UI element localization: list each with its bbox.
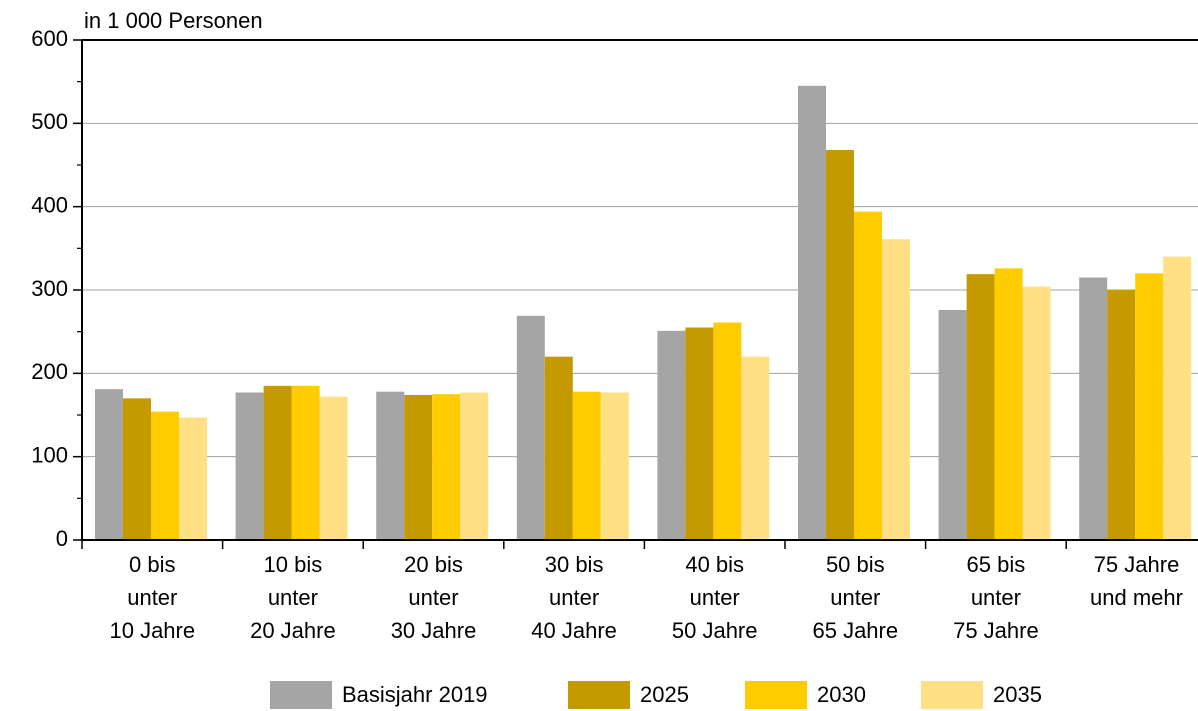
legend-swatch (745, 681, 807, 709)
y-tick-label: 0 (56, 526, 68, 551)
x-tick-label: 10 bis unter 20 Jahre (250, 552, 336, 643)
legend-label: 2035 (993, 682, 1042, 707)
chart-title: in 1 000 Personen (84, 8, 263, 33)
bar (1079, 277, 1108, 540)
legend-label: 2025 (640, 682, 689, 707)
bar (713, 322, 742, 540)
bar (854, 211, 882, 540)
bar (235, 392, 264, 540)
x-tick-label: 0 bis unter 10 Jahre (109, 552, 196, 643)
x-tick-label: 30 bis unter 40 Jahre (531, 552, 617, 643)
bar (263, 385, 292, 540)
bar (572, 391, 601, 540)
bar (516, 315, 545, 540)
bar (544, 356, 573, 540)
x-tick-label: 40 bis unter 50 Jahre (671, 552, 758, 643)
legend-swatch (568, 681, 630, 709)
x-tick-label: 20 bis unter 30 Jahre (390, 552, 477, 643)
y-tick-label: 300 (31, 276, 68, 301)
bar (1163, 256, 1192, 540)
bar (798, 85, 826, 540)
bar (376, 391, 405, 540)
x-tick-label: 65 bis unter 75 Jahre (953, 552, 1039, 643)
y-tick-label: 500 (31, 109, 68, 134)
bar (151, 411, 179, 540)
y-tick-label: 400 (31, 192, 68, 217)
bar (123, 398, 151, 540)
y-tick-label: 100 (31, 442, 68, 467)
legend-label: 2030 (817, 682, 866, 707)
bar (882, 239, 910, 540)
x-tick-label: 75 Jahre und mehr (1090, 552, 1183, 610)
bar (600, 392, 629, 540)
bar (994, 268, 1023, 540)
y-tick-label: 600 (31, 26, 68, 51)
legend-swatch (270, 681, 332, 709)
bar (404, 395, 433, 540)
legend-swatch (921, 681, 983, 709)
bar (685, 327, 714, 540)
bar (291, 385, 320, 540)
bar (966, 274, 995, 540)
bar (1135, 273, 1164, 540)
bar (826, 150, 854, 540)
bar (179, 417, 207, 540)
bar (432, 394, 461, 540)
bar (1107, 290, 1136, 540)
y-tick-label: 200 (31, 359, 68, 384)
bar (95, 389, 123, 540)
legend-label: Basisjahr 2019 (342, 682, 488, 707)
bar (741, 356, 770, 540)
bar (657, 330, 686, 540)
bar (460, 392, 489, 540)
x-tick-label: 50 bis unter 65 Jahre (812, 552, 899, 643)
bar (1022, 286, 1051, 540)
bar (938, 310, 967, 540)
bar (319, 396, 348, 540)
